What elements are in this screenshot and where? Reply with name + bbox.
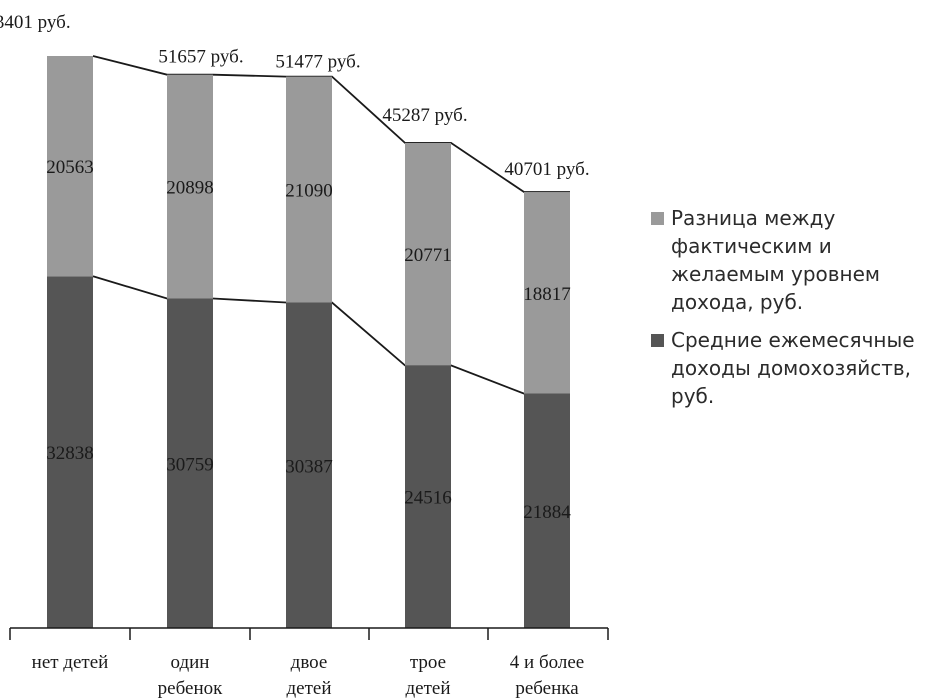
x-axis: нет детей один ребенок двое детей трое детей 4 … bbox=[9, 627, 609, 699]
legend-label-income: Средние ежемесячные доходы домохозяйств,… bbox=[671, 328, 915, 408]
bar-income-2 bbox=[286, 302, 332, 628]
category-label-3-1: детей bbox=[405, 678, 450, 699]
bar-income-4 bbox=[524, 393, 570, 628]
bar-income-3 bbox=[405, 365, 451, 628]
value-label-difference-4: 18817 bbox=[523, 284, 571, 305]
category-label-2-1: детей bbox=[286, 678, 331, 699]
bar-difference-3 bbox=[405, 142, 451, 366]
legend: Разница между фактическим и желаемым уро… bbox=[651, 204, 941, 420]
value-label-difference-0: 20563 bbox=[46, 157, 94, 178]
value-label-income-1: 30759 bbox=[166, 454, 214, 475]
category-label-0-0: нет детей bbox=[32, 652, 109, 673]
legend-swatch-difference bbox=[651, 212, 664, 225]
value-label-income-4: 21884 bbox=[523, 502, 571, 523]
total-label-4: 40701 руб. bbox=[504, 159, 589, 180]
value-label-difference-1: 20898 bbox=[166, 178, 214, 199]
category-label-4-1: ребенка bbox=[515, 678, 579, 699]
bar-income-1 bbox=[167, 298, 213, 628]
category-label-3-0: трое bbox=[410, 652, 446, 673]
total-label-1: 51657 руб. bbox=[158, 47, 243, 68]
total-label-2: 51477 руб. bbox=[275, 52, 360, 73]
bar-difference-2 bbox=[286, 76, 332, 303]
category-label-2-0: двое bbox=[291, 652, 328, 673]
legend-swatch-income bbox=[651, 334, 664, 347]
value-label-income-0: 32838 bbox=[46, 443, 94, 464]
bar-difference-0 bbox=[47, 56, 93, 277]
category-label-4-0: 4 и более bbox=[510, 652, 584, 673]
bar-difference-4 bbox=[524, 192, 570, 394]
value-label-income-2: 30387 bbox=[285, 456, 333, 477]
value-labels: 32838 20563 53401 руб. 30759 20898 51657 руб.… bbox=[0, 12, 590, 523]
bars bbox=[47, 56, 570, 628]
total-label-3: 45287 руб. bbox=[382, 105, 467, 126]
legend-item-difference: Разница между фактическим и желаемым уро… bbox=[651, 204, 941, 316]
bar-difference-1 bbox=[167, 74, 213, 299]
category-label-1-0: один bbox=[171, 652, 210, 673]
value-label-difference-2: 21090 bbox=[285, 181, 333, 202]
bar-income-0 bbox=[47, 276, 93, 628]
value-label-income-3: 24516 bbox=[404, 488, 452, 509]
category-label-1-1: ребенок bbox=[158, 678, 223, 699]
legend-item-income: Средние ежемесячные доходы домохозяйств,… bbox=[651, 326, 941, 410]
legend-label-difference: Разница между фактическим и желаемым уро… bbox=[671, 206, 881, 314]
total-label-0: 53401 руб. bbox=[0, 12, 71, 33]
value-label-difference-3: 20771 bbox=[404, 245, 452, 266]
